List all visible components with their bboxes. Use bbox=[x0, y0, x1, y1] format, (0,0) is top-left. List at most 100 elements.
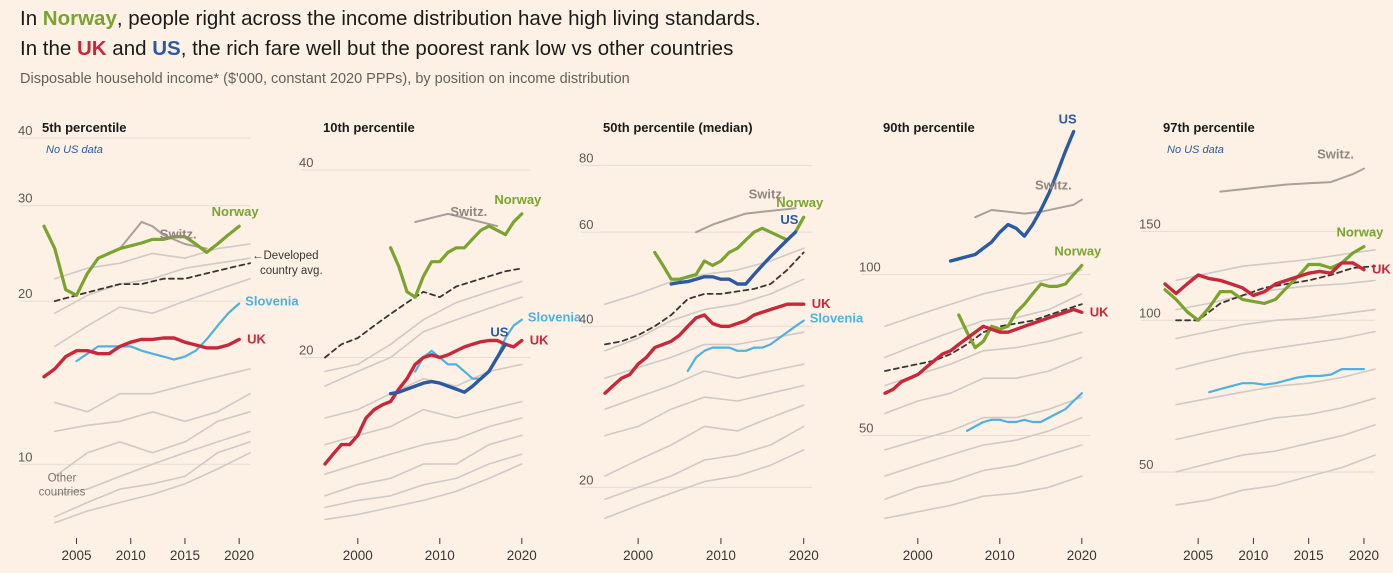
y-tick-label: 80 bbox=[579, 150, 593, 165]
series-label-us: US bbox=[780, 212, 798, 227]
series-line-uk bbox=[42, 336, 241, 379]
series-line-other-countries bbox=[1175, 397, 1376, 441]
series-line-other-countries bbox=[604, 247, 805, 305]
x-tick-label: 2015 bbox=[1294, 548, 1324, 563]
series-line-us bbox=[948, 129, 1076, 263]
x-tick-label: 2020 bbox=[1349, 548, 1379, 563]
series-label-uk: UK bbox=[812, 296, 831, 311]
series-line-other-countries bbox=[324, 417, 523, 475]
series-line-other-countries bbox=[54, 452, 251, 524]
series-label-norway: Norway bbox=[212, 204, 260, 219]
x-tick-label: 2010 bbox=[1238, 548, 1268, 563]
series-label-uk: UK bbox=[1372, 262, 1391, 277]
series-line-other-countries bbox=[1175, 249, 1376, 282]
y-tick-label: 30 bbox=[18, 191, 32, 206]
series-line-other-countries bbox=[884, 416, 1083, 477]
series-label-slovenia: Slovenia bbox=[810, 311, 864, 326]
y-tick-label: 100 bbox=[859, 260, 881, 275]
series-line-slovenia bbox=[1208, 368, 1365, 394]
series-line-other-countries bbox=[604, 449, 805, 520]
x-tick-label: 2000 bbox=[343, 548, 373, 563]
series-line-slovenia bbox=[686, 319, 805, 373]
series-line-other-countries bbox=[604, 384, 805, 437]
series-line-other-countries bbox=[324, 434, 523, 497]
series-line-other-countries bbox=[604, 363, 805, 410]
series-line-other-countries bbox=[1175, 308, 1376, 340]
series-line-other-countries bbox=[54, 411, 251, 478]
series-line-norway bbox=[389, 212, 524, 299]
series-line-other-countries bbox=[884, 293, 1083, 359]
annotation-countries: countries bbox=[39, 486, 86, 498]
x-tick-label: 2000 bbox=[903, 548, 933, 563]
headline-us: US bbox=[152, 37, 181, 60]
series-label-norway: Norway bbox=[776, 195, 824, 210]
series-line-slovenia bbox=[414, 318, 523, 380]
x-tick-label: 2010 bbox=[116, 548, 146, 563]
series-label-us: US bbox=[1059, 112, 1077, 127]
series-line-switz bbox=[695, 207, 797, 234]
x-tick-label: 2015 bbox=[170, 548, 200, 563]
series-line-other-countries bbox=[54, 243, 251, 280]
x-tick-label: 2020 bbox=[507, 548, 537, 563]
headline-uk: UK bbox=[77, 37, 107, 60]
series-line-other-countries bbox=[884, 444, 1083, 500]
x-tick-label: 2005 bbox=[62, 548, 92, 563]
y-tick-label: 40 bbox=[299, 155, 313, 170]
headline-line-2: In the UK and US, the rich fare well but… bbox=[20, 36, 733, 62]
series-line-uk bbox=[883, 307, 1084, 395]
series-line-other-countries bbox=[54, 441, 251, 518]
series-line-other-countries bbox=[604, 404, 805, 477]
y-tick-label: 150 bbox=[1139, 217, 1161, 232]
series-label-switz: Switz. bbox=[160, 227, 197, 242]
y-tick-label: 40 bbox=[579, 311, 593, 326]
series-line-other-countries bbox=[54, 430, 251, 496]
series-label-us: US bbox=[490, 324, 508, 339]
x-tick-label: 2010 bbox=[425, 548, 455, 563]
series-line-other-countries bbox=[54, 368, 251, 413]
series-label-norway: Norway bbox=[1054, 243, 1102, 258]
y-tick-label: 20 bbox=[579, 472, 593, 487]
series-line-switz bbox=[1219, 167, 1365, 193]
y-tick-label: 60 bbox=[579, 217, 593, 232]
series-line-slovenia bbox=[965, 392, 1083, 432]
series-line-other-countries bbox=[884, 269, 1083, 328]
series-line-norway bbox=[1163, 245, 1366, 322]
series-line-other-countries bbox=[54, 257, 251, 314]
series-line-other-countries bbox=[884, 356, 1083, 415]
series-line-norway bbox=[42, 224, 241, 297]
y-tick-label: 20 bbox=[299, 343, 313, 358]
series-line-other-countries bbox=[324, 453, 523, 509]
series-label-uk: UK bbox=[1090, 304, 1109, 319]
series-line-other-countries bbox=[1175, 424, 1376, 473]
series-label-norway: Norway bbox=[1336, 225, 1384, 240]
headline-text: In bbox=[20, 7, 43, 30]
annotation-other: Other bbox=[48, 472, 77, 484]
panel-title: 50th percentile (median) bbox=[603, 120, 753, 135]
panel-title: 5th percentile bbox=[42, 120, 127, 135]
x-tick-label: 2000 bbox=[623, 548, 653, 563]
panel-4: 50 100 2000 2010 2020 90th percentile US Switz.… bbox=[859, 112, 1109, 563]
headline-text: , the rich fare well but the poorest ran… bbox=[180, 37, 734, 60]
panel-title: 97th percentile bbox=[1163, 120, 1255, 135]
series-line-developed-country-avg bbox=[604, 251, 805, 346]
series-line-other-countries bbox=[54, 277, 251, 348]
y-tick-label: 10 bbox=[18, 449, 32, 464]
panel-note: No US data bbox=[46, 144, 103, 156]
headline-text: , people right across the income distrib… bbox=[116, 7, 761, 30]
x-tick-label: 2005 bbox=[1183, 548, 1213, 563]
y-tick-label: 50 bbox=[859, 420, 873, 435]
panel-3: 20 40 60 80 2000 2010 2020 50th percentile (med… bbox=[579, 120, 864, 563]
series-label-uk: UK bbox=[247, 331, 266, 346]
panel-title: 90th percentile bbox=[883, 120, 975, 135]
series-label-slovenia: Slovenia bbox=[245, 294, 299, 309]
series-line-other-countries bbox=[54, 392, 251, 433]
y-tick-label: 40 bbox=[18, 123, 32, 138]
x-tick-label: 2010 bbox=[706, 548, 736, 563]
series-line-other-countries bbox=[1175, 454, 1376, 506]
panel-5: 50 100 150 2005 2010 2015 2020 97th percentile N… bbox=[1139, 120, 1391, 563]
series-label-switz: Switz. bbox=[1035, 178, 1072, 193]
series-line-us bbox=[669, 230, 798, 286]
x-tick-label: 2020 bbox=[1067, 548, 1097, 563]
series-line-uk bbox=[603, 302, 806, 395]
